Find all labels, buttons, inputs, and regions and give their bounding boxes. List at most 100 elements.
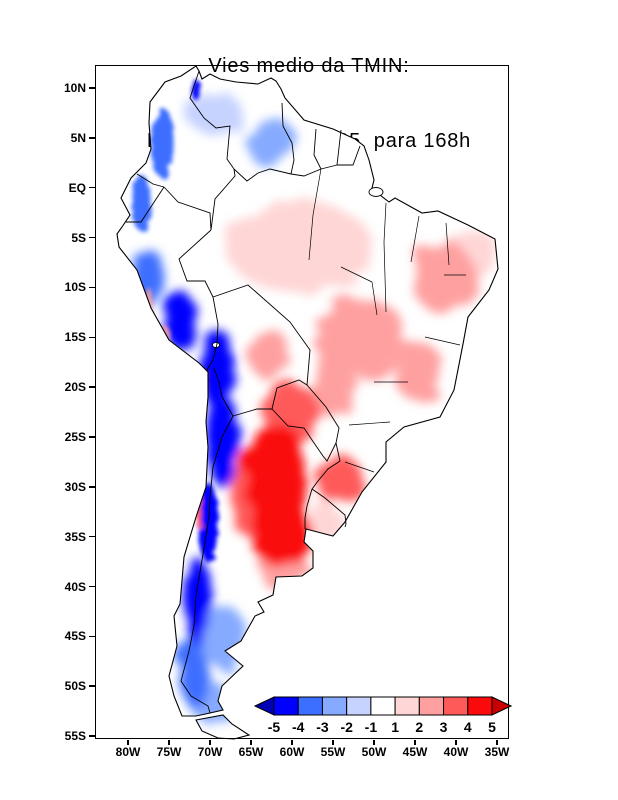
lat-tick-mark <box>89 137 95 139</box>
lat-tick-label: 15S <box>64 330 86 345</box>
lon-tick-mark <box>414 740 416 745</box>
bias-region-south-chile-andes <box>183 556 210 647</box>
colorbar-label: -3 <box>316 719 329 735</box>
bias-region-rio-grande-do-sul <box>318 456 365 507</box>
lon-tick-label: 35W <box>484 745 510 759</box>
bias-region-ecuador-andes <box>131 174 151 231</box>
lat-tick-mark <box>89 685 95 687</box>
lat-tick-label: 40S <box>64 579 86 594</box>
lat-tick-mark <box>89 635 95 638</box>
lat-tick-mark <box>89 286 95 289</box>
lon-tick-label: 70W <box>197 745 223 759</box>
colorbar-label: -4 <box>292 719 305 735</box>
lat-tick-mark <box>89 436 95 438</box>
lat-tick-label: 20S <box>64 380 86 395</box>
colorbar-label: 5 <box>488 719 496 735</box>
coastline <box>116 65 499 717</box>
lon-tick-label: 55W <box>320 745 346 759</box>
country-borders <box>126 70 361 714</box>
colorbar-label: 2 <box>415 719 423 735</box>
lon-tick-label: 45W <box>402 745 428 759</box>
lat-tick-mark <box>89 236 95 239</box>
bias-region-guyana-highlands <box>246 117 297 168</box>
colorbar-segment <box>297 696 323 716</box>
south-america-map <box>116 65 499 740</box>
bias-region-gran-chaco-core <box>242 421 309 522</box>
colorbar-right-arrow <box>491 696 513 716</box>
colorbar-label: -2 <box>340 719 353 735</box>
bias-region-central-brazil <box>316 297 407 378</box>
lat-tick-label: 45S <box>64 629 86 644</box>
lon-tick-label: 40W <box>443 745 469 759</box>
bias-region-minas-gerais <box>394 342 444 402</box>
lat-tick-label: 5N <box>70 130 86 145</box>
lon-tick-mark <box>373 740 375 745</box>
lat-tick-label: 10N <box>63 81 86 95</box>
bias-region-atacama-nw-argentina <box>205 397 242 487</box>
colorbar-label: -1 <box>365 719 378 735</box>
lat-tick-label: 30S <box>64 479 86 494</box>
bias-region-venezuela-colombia-llanos <box>185 93 243 133</box>
colorbar-left-arrow <box>253 696 275 716</box>
bias-region-bolivia-lowlands <box>246 327 288 378</box>
bias-region-colombia-andes <box>150 107 174 178</box>
colorbar-svg: -5 -4 -3 -2 -1 1 2 3 4 5 <box>253 696 513 735</box>
lon-tick-mark <box>291 740 293 745</box>
lat-tick-label: 35S <box>64 529 86 544</box>
lat-tick-mark <box>89 535 95 538</box>
lon-tick-mark <box>332 740 334 745</box>
lon-tick-mark <box>250 740 252 745</box>
bias-region-lake-maracaibo <box>191 81 203 101</box>
lat-tick-label: 55S <box>64 729 86 744</box>
lat-tick-label: EQ <box>68 180 86 195</box>
lon-tick-mark <box>209 740 211 745</box>
map-canvas <box>95 65 510 740</box>
lon-tick-label: 50W <box>361 745 387 759</box>
colorbar-segment <box>321 696 348 716</box>
lat-tick-label: 5S <box>71 230 86 245</box>
lon-tick-mark <box>455 740 457 745</box>
lat-tick-mark <box>89 336 95 338</box>
lon-tick-label: 65W <box>238 745 264 759</box>
colorbar-label: -5 <box>268 719 281 735</box>
bias-region-mato-grosso-do-sul <box>308 357 358 417</box>
lat-tick-mark <box>89 735 95 737</box>
lon-tick-mark <box>127 740 129 745</box>
colorbar-segment <box>467 696 493 716</box>
colorbar-label: 3 <box>440 719 448 735</box>
lon-tick-mark <box>496 740 498 745</box>
bias-region-ne-brazil-interior <box>410 242 477 313</box>
lon-tick-mark <box>168 740 170 745</box>
colorbar-label: 1 <box>391 719 399 735</box>
marajo-island <box>368 187 384 197</box>
colorbar: -5 -4 -3 -2 -1 1 2 3 4 5 <box>253 696 513 738</box>
colorbar-segment <box>418 696 445 716</box>
state-borders <box>308 168 466 473</box>
bias-region-pampas-core <box>251 496 309 567</box>
lat-tick-mark <box>89 87 95 89</box>
lat-tick-mark <box>89 486 95 488</box>
colorbar-segment <box>346 696 372 716</box>
colorbar-segment <box>394 696 420 716</box>
lat-tick-label: 25S <box>64 429 86 444</box>
colorbar-segment <box>370 696 396 716</box>
lat-tick-mark <box>89 585 95 588</box>
bias-region-patagonia-andes <box>180 633 210 710</box>
lon-tick-label: 75W <box>156 745 182 759</box>
lon-tick-label: 60W <box>279 745 305 759</box>
lon-tick-label: 80W <box>115 745 141 759</box>
tierra-del-fuego-coastline <box>195 714 251 740</box>
bias-field <box>131 81 497 722</box>
lat-tick-mark <box>89 186 95 189</box>
bias-region-amazon-basin <box>226 202 374 293</box>
bias-region-peru-andes-south <box>164 292 198 353</box>
colorbar-label: 4 <box>464 719 472 735</box>
colorbar-segment <box>443 696 469 716</box>
lat-tick-mark <box>89 386 95 388</box>
colorbar-segment <box>273 696 299 716</box>
lat-tick-label: 50S <box>64 679 86 694</box>
bias-region-arica-coast <box>202 370 208 395</box>
plot-title-line1: Vies medio da TMIN: <box>208 55 410 77</box>
lat-tick-label: 10S <box>64 280 86 295</box>
